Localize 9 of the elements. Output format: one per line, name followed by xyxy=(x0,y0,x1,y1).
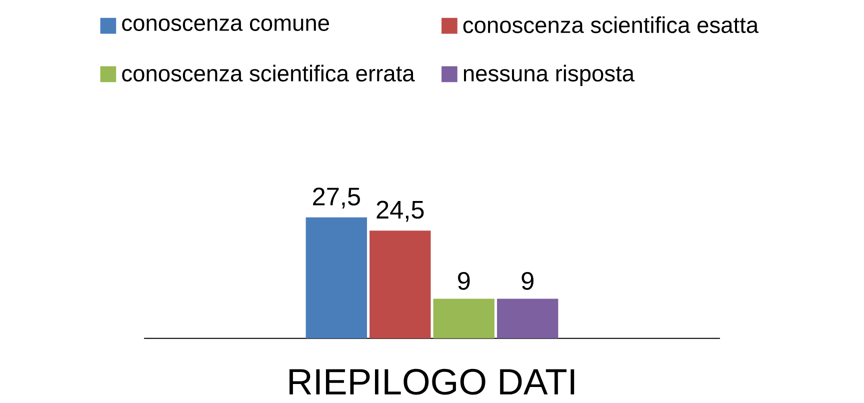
data-label: 24,5 xyxy=(376,200,424,222)
data-label: 9 xyxy=(522,272,534,290)
legend-label: conoscenza comune xyxy=(122,18,330,31)
legend-label: nessuna risposta xyxy=(464,64,635,86)
x-tick-label: RIEPILOGO DATI xyxy=(290,368,574,395)
data-label: 9 xyxy=(458,272,470,290)
data-label: 27,5 xyxy=(313,187,360,208)
legend-label: conoscenza scientifica esatta xyxy=(463,16,759,34)
legend-label: conoscenza scientifica errata xyxy=(122,64,415,82)
